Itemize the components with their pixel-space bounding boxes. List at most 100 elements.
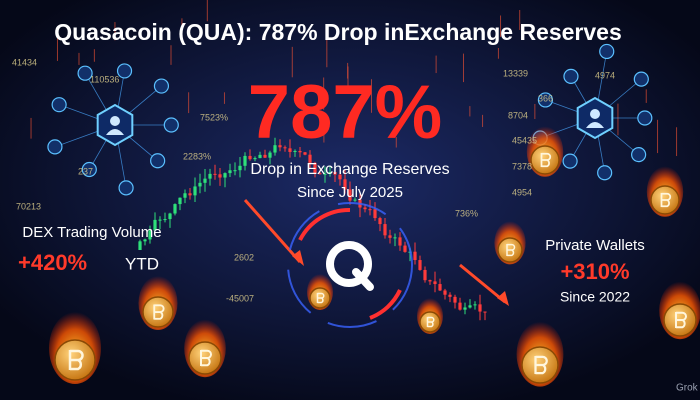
- coin-mark: [534, 355, 548, 375]
- candle: [163, 219, 167, 221]
- hub-icon: [106, 129, 124, 135]
- bg-number: 366: [538, 93, 553, 103]
- candle: [473, 304, 477, 306]
- node: [599, 43, 615, 60]
- candle: [268, 152, 272, 158]
- stat-value: +310%: [560, 259, 629, 284]
- candle: [373, 209, 377, 219]
- stat-label: DEX Trading Volume: [22, 224, 161, 241]
- node: [562, 153, 578, 169]
- candle: [233, 170, 237, 172]
- candle: [203, 178, 207, 183]
- candle: [413, 251, 417, 261]
- bg-number: -45007: [226, 293, 254, 303]
- bg-number: 2602: [234, 252, 254, 262]
- node: [163, 117, 179, 133]
- coin-mark: [200, 349, 212, 367]
- node: [150, 153, 166, 169]
- bg-number: 70213: [16, 201, 41, 211]
- hub-icon: [590, 109, 600, 119]
- candle: [183, 193, 187, 198]
- candle: [403, 245, 407, 252]
- candle: [478, 304, 482, 312]
- candle: [238, 165, 242, 171]
- candle: [278, 145, 282, 148]
- stat-label: Private Wallets: [545, 237, 644, 254]
- bg-number: 7378: [512, 161, 532, 171]
- headline: 787%: [248, 70, 442, 155]
- candle: [248, 155, 252, 160]
- hub-icon: [586, 122, 604, 128]
- candle: [213, 173, 217, 175]
- node: [118, 180, 134, 196]
- coin-mark: [540, 152, 552, 168]
- candle: [243, 155, 247, 166]
- down-arrow: [243, 199, 302, 263]
- bg-number: 237: [78, 166, 93, 176]
- candle: [463, 307, 467, 310]
- candle: [193, 186, 197, 196]
- coins: [49, 126, 700, 387]
- candle: [158, 219, 162, 221]
- candle: [318, 173, 322, 175]
- candle: [448, 294, 452, 297]
- candle: [148, 230, 152, 240]
- node: [47, 139, 63, 155]
- coin-mark: [153, 304, 165, 320]
- candle: [348, 189, 352, 201]
- node: [537, 92, 554, 108]
- bg-number: 13339: [503, 68, 528, 78]
- candle: [313, 162, 317, 174]
- node: [637, 110, 653, 126]
- coin-mark: [660, 192, 672, 208]
- candle: [323, 173, 327, 175]
- candle: [308, 154, 312, 163]
- stat-value: +420%: [18, 250, 87, 275]
- candle: [288, 148, 292, 152]
- coin-mark: [675, 311, 687, 329]
- candle: [443, 290, 447, 295]
- title: Quasacoin (QUA): 787% Drop inExchange Re…: [54, 19, 622, 45]
- candle: [218, 174, 222, 178]
- candle: [393, 237, 397, 239]
- node: [77, 65, 93, 81]
- candle: [258, 154, 262, 159]
- candle: [198, 182, 202, 187]
- candle: [283, 147, 287, 149]
- background-numbers: 41434 110536 7523% 2283% 237 70213 13339…: [12, 57, 615, 303]
- candle: [253, 158, 257, 160]
- bg-number: 4974: [595, 70, 615, 80]
- candle: [168, 213, 172, 220]
- candle: [368, 209, 372, 211]
- candle: [228, 170, 232, 174]
- networks: [47, 43, 653, 196]
- node: [81, 161, 97, 178]
- node: [563, 68, 579, 84]
- arrow-head: [497, 291, 509, 306]
- stat-since: Since 2022: [560, 289, 630, 305]
- candle: [303, 152, 307, 155]
- candle: [138, 241, 142, 250]
- candle: [353, 199, 357, 201]
- candle: [263, 154, 267, 158]
- bg-number: 736%: [455, 208, 478, 218]
- candle: [293, 150, 297, 152]
- coin-mark: [316, 292, 325, 304]
- candle: [223, 173, 227, 178]
- stat-suffix: YTD: [125, 254, 159, 273]
- candle: [328, 171, 332, 174]
- down-arrow: [459, 263, 506, 304]
- candle: [338, 174, 342, 180]
- node: [153, 78, 170, 94]
- bg-number: 45435: [512, 135, 537, 145]
- candle: [388, 235, 392, 238]
- node: [116, 63, 133, 79]
- candlesticks: [30, 0, 678, 321]
- candle: [483, 311, 487, 313]
- hub-icon: [110, 116, 120, 126]
- candle: [208, 173, 212, 179]
- coin-mark: [506, 243, 516, 257]
- candle: [363, 207, 367, 210]
- node: [597, 165, 613, 181]
